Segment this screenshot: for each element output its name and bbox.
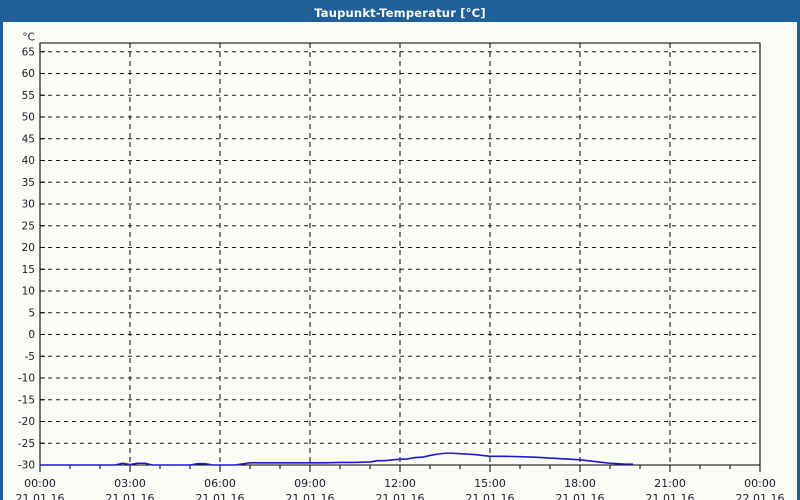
x-tick-label-date: 21.01.16: [106, 492, 155, 500]
y-tick-label: 50: [22, 112, 35, 124]
y-tick-label: -10: [18, 373, 35, 385]
line-chart: 65605550454035302520151050-5-10-15-20-25…: [16, 32, 785, 500]
y-tick-label: 10: [22, 286, 35, 298]
x-axis-labels: 00:00 21.01.16 03:00 21.01.16 06:00 21.01.16 0…: [16, 477, 785, 500]
x-tick-label-time: 00:00: [24, 477, 56, 490]
x-tick-label-time: 03:00: [114, 477, 146, 490]
x-tick-label-date: 21.01.16: [286, 492, 335, 500]
x-tick-label-date: 22.01.16: [736, 492, 785, 500]
vertical-gridlines: [129, 43, 671, 465]
x-tick-label-time: 00:00: [744, 477, 776, 490]
y-tick-label: 15: [22, 264, 35, 276]
y-axis-labels: 65605550454035302520151050-5-10-15-20-25…: [18, 46, 35, 471]
x-tick-label-time: 21:00: [654, 477, 686, 490]
x-tick-label-time: 06:00: [204, 477, 236, 490]
y-tick-label: -25: [18, 438, 35, 450]
y-tick-label: -5: [25, 351, 35, 363]
x-tick-label-date: 21.01.16: [646, 492, 695, 500]
y-axis-unit-label: °C: [22, 32, 35, 44]
y-tick-label: 45: [22, 133, 35, 145]
window-title-bar: Taupunkt-Temperatur [°C]: [3, 3, 797, 22]
y-tick-label: 55: [22, 90, 35, 102]
x-tick-label-date: 21.01.16: [196, 492, 245, 500]
x-tick-label-date: 21.01.16: [16, 492, 65, 500]
y-tick-label: -20: [18, 416, 35, 428]
y-tick-label: 25: [22, 220, 35, 232]
chart-plot-area: 65 60 55 50 45 40 35 30 25 20 15 10 5 0 -5 -10 -15 -20 -25…: [3, 22, 797, 500]
x-tick-label-date: 21.01.16: [466, 492, 515, 500]
data-series-line: [39, 452, 634, 466]
y-axis-ticks: [40, 51, 45, 466]
page-title: Taupunkt-Temperatur [°C]: [314, 5, 486, 20]
axis-frame: [39, 42, 761, 466]
x-axis-ticks: [39, 465, 761, 472]
x-tick-label-time: 09:00: [294, 477, 326, 490]
x-tick-label-date: 21.01.16: [556, 492, 605, 500]
y-tick-label: 30: [22, 199, 35, 211]
y-tick-label: -15: [18, 394, 35, 406]
y-tick-label: 65: [22, 46, 35, 58]
y-tick-label: 40: [22, 155, 35, 167]
x-tick-label-time: 12:00: [384, 477, 416, 490]
y-tick-label: 60: [22, 68, 35, 80]
y-tick-label: 5: [28, 307, 35, 319]
y-tick-label: 35: [22, 177, 35, 189]
y-tick-label: -30: [18, 460, 35, 472]
x-tick-label-time: 18:00: [564, 477, 596, 490]
y-tick-label: 20: [22, 242, 35, 254]
y-tick-label: 0: [28, 329, 35, 341]
x-tick-label-date: 21.01.16: [376, 492, 425, 500]
x-tick-label-time: 15:00: [474, 477, 506, 490]
